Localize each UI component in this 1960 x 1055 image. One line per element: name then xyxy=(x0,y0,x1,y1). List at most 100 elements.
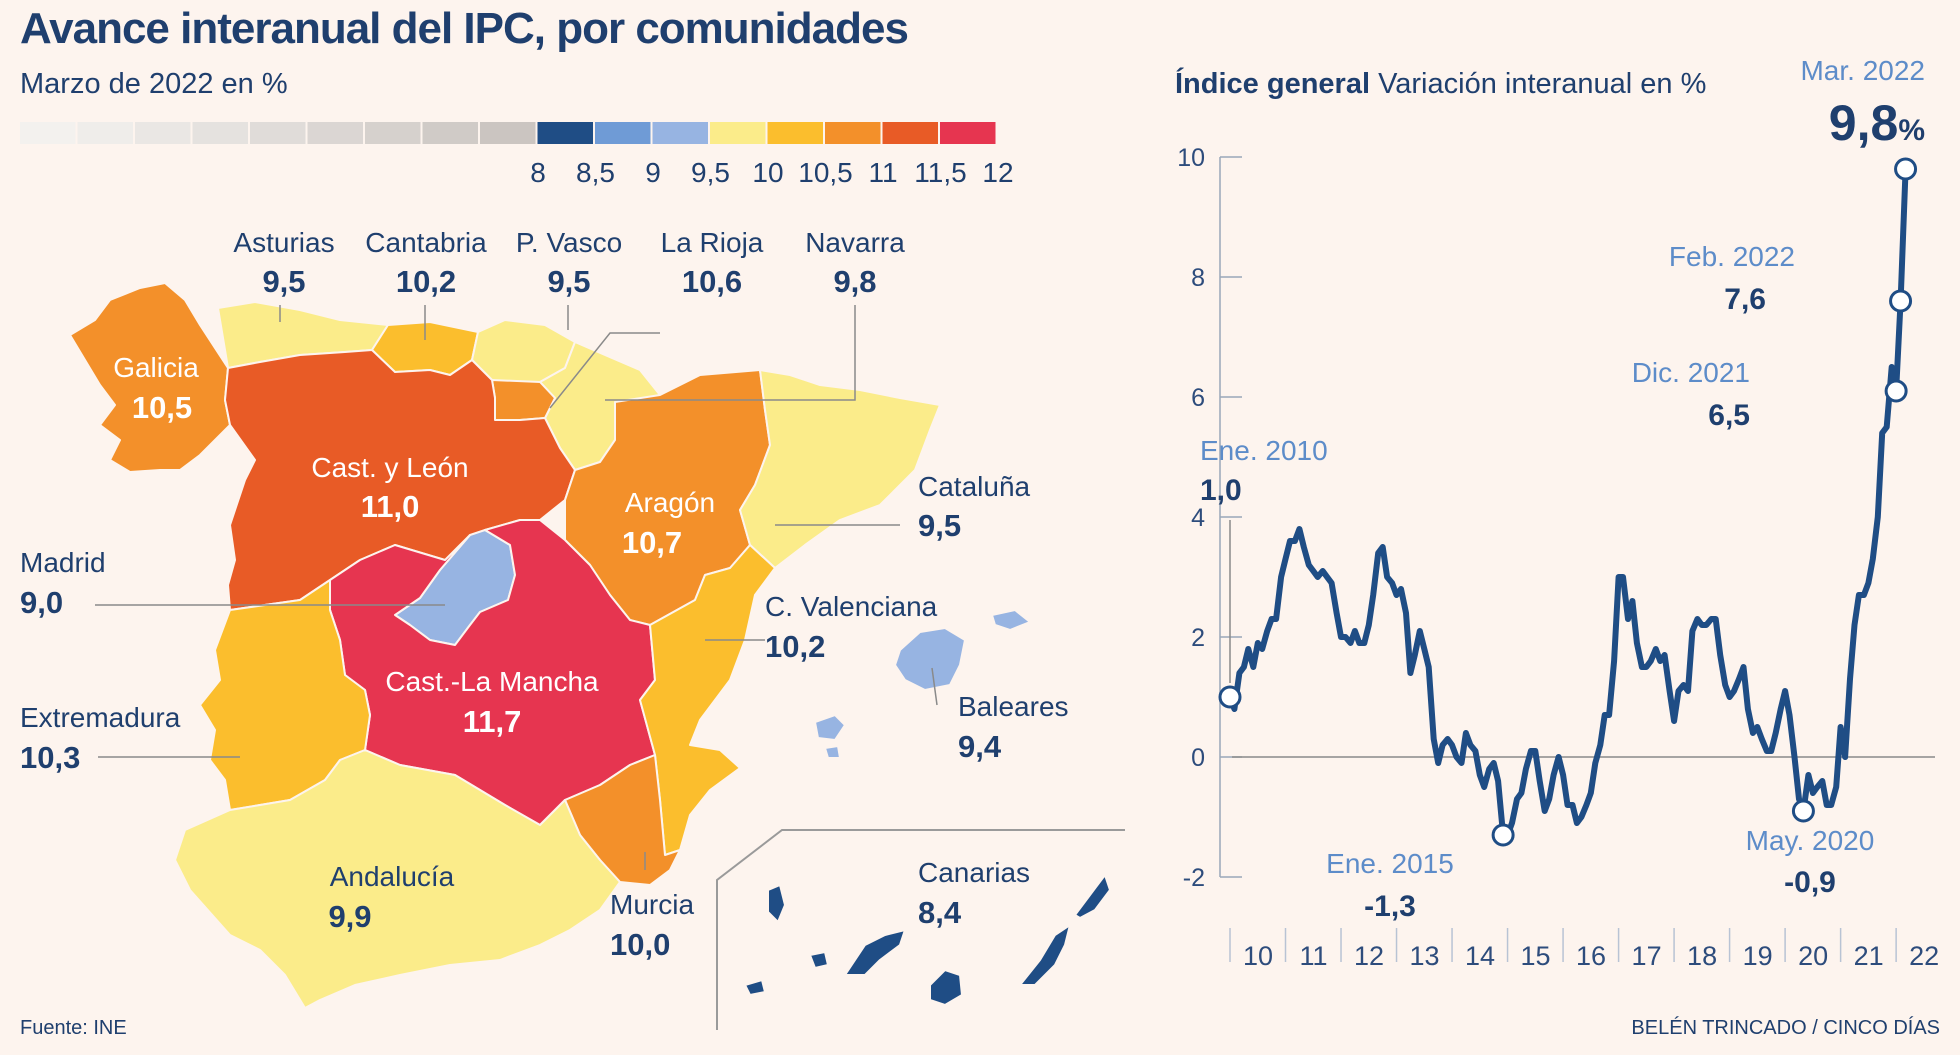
legend-swatch xyxy=(767,122,823,144)
label-canarias-name: Canarias xyxy=(918,857,1030,888)
label-pvasco-name: P. Vasco xyxy=(516,227,622,258)
x-tick-label: 15 xyxy=(1521,941,1551,971)
leader-lines xyxy=(95,305,938,870)
legend-tick-label: 10,5 xyxy=(798,157,853,188)
legend-tick-label: 12 xyxy=(982,157,1013,188)
label-navarra-value: 9,8 xyxy=(833,264,876,299)
label-baleares-value: 9,4 xyxy=(958,729,1002,764)
annotation-date: Mar. 2022 xyxy=(1800,55,1925,86)
region-baleares-ibiza xyxy=(814,714,846,741)
label-castyleon-value: 11,0 xyxy=(361,489,420,524)
label-aragon-value: 10,7 xyxy=(622,525,682,560)
region-canarias-hierro xyxy=(744,979,766,996)
region-baleares-formentera xyxy=(824,745,841,759)
x-tick-label: 11 xyxy=(1299,941,1327,971)
legend-swatch xyxy=(77,122,133,144)
y-tick-label: 2 xyxy=(1191,624,1205,652)
annotation-unit: % xyxy=(1898,114,1925,147)
legend-tick-label: 9,5 xyxy=(691,157,730,188)
y-tick-label: 6 xyxy=(1191,384,1205,412)
annotation-value: 1,0 xyxy=(1200,474,1242,507)
region-canarias-grancanaria xyxy=(929,969,963,1006)
label-asturias-name: Asturias xyxy=(233,227,334,258)
region-canarias-gomera xyxy=(809,951,829,969)
annotation-marker xyxy=(1491,823,1515,847)
label-galicia-name: Galicia xyxy=(113,352,199,383)
legend-tick-label: 8,5 xyxy=(576,157,615,188)
legend-swatch xyxy=(595,122,651,144)
legend-swatch xyxy=(135,122,191,144)
annotation-value: -0,9 xyxy=(1784,866,1836,899)
annotation-date: Ene. 2015 xyxy=(1326,848,1454,879)
legend-swatch xyxy=(20,122,76,144)
legend-scale: 8 8,5 9 9,5 10 10,5 11 11,5 12 xyxy=(20,122,1014,188)
label-murcia-name: Murcia xyxy=(610,889,694,920)
x-tick-label: 22 xyxy=(1909,941,1939,971)
label-aragon-name: Aragón xyxy=(625,487,715,518)
y-tick-label: 0 xyxy=(1191,744,1205,772)
legend-tick-label: 9 xyxy=(645,157,661,188)
y-tick-label: 8 xyxy=(1191,264,1205,292)
annotation-value: 7,6 xyxy=(1724,283,1766,316)
label-cataluna-value: 9,5 xyxy=(918,508,961,543)
label-madrid-name: Madrid xyxy=(20,547,106,578)
x-tick-label: 10 xyxy=(1243,941,1273,971)
annotation-marker xyxy=(1218,685,1242,709)
chart-title-bold: Índice general xyxy=(1175,68,1371,100)
legend-swatch xyxy=(652,122,708,144)
x-tick-label: 19 xyxy=(1743,941,1773,971)
annotation-value: 9,8% xyxy=(1829,95,1925,151)
series-ipc xyxy=(1227,166,1909,838)
chart-title: Índice general Variación interanual en % xyxy=(1175,68,1706,101)
x-tick-label: 21 xyxy=(1854,941,1884,971)
x-tick-label: 16 xyxy=(1576,941,1606,971)
annotation-value: 6,5 xyxy=(1708,399,1750,432)
y-axis: 10 8 6 4 2 0 -2 xyxy=(1177,144,1935,892)
x-tick-label: 14 xyxy=(1465,941,1495,971)
annotation-marker xyxy=(1889,289,1913,313)
x-tick-label: 18 xyxy=(1687,941,1717,971)
region-andalucia xyxy=(174,749,621,1009)
region-castyleon xyxy=(224,349,576,611)
annotation-date: Feb. 2022 xyxy=(1669,241,1795,272)
legend-tick-label: 8 xyxy=(530,157,546,188)
annotation-value: -1,3 xyxy=(1364,890,1416,923)
label-extremadura-value: 10,3 xyxy=(20,740,80,775)
annotation-date: Ene. 2010 xyxy=(1200,435,1328,466)
canarias-frame xyxy=(716,829,1125,1030)
region-galicia xyxy=(69,282,231,473)
legend-swatch xyxy=(365,122,421,144)
label-pvasco-value: 9,5 xyxy=(547,264,590,299)
annotation-marker xyxy=(1884,379,1908,403)
label-asturias-value: 9,5 xyxy=(262,264,305,299)
y-tick-label: 4 xyxy=(1191,504,1205,532)
legend-swatch xyxy=(192,122,248,144)
region-canarias-fuerteventura xyxy=(1019,924,1071,986)
label-cataluna-name: Cataluña xyxy=(918,471,1031,502)
legend-swatch xyxy=(537,122,593,144)
spain-map xyxy=(69,282,1111,1009)
region-canarias-lanzarote xyxy=(1074,874,1111,919)
annotation-date: May. 2020 xyxy=(1746,825,1875,856)
region-baleares-menorca xyxy=(991,609,1031,631)
legend-swatch xyxy=(422,122,478,144)
legend-swatch xyxy=(307,122,363,144)
label-castlamancha-value: 11,7 xyxy=(463,704,522,739)
label-baleares-name: Baleares xyxy=(958,691,1069,722)
label-extremadura-name: Extremadura xyxy=(20,702,181,733)
label-navarra-name: Navarra xyxy=(805,227,905,258)
annotation-marker xyxy=(1894,157,1918,181)
region-canarias-tenerife xyxy=(844,929,906,976)
legend-tick-label: 10 xyxy=(752,157,783,188)
label-andalucia-name: Andalucía xyxy=(330,861,455,892)
legend-swatch xyxy=(940,122,996,144)
label-castlamancha-name: Cast.-La Mancha xyxy=(385,666,599,697)
series-line xyxy=(1227,166,1909,838)
label-madrid-value: 9,0 xyxy=(20,585,63,620)
page-subtitle: Marzo de 2022 en % xyxy=(20,68,288,100)
page-title: Avance interanual del IPC, por comunidad… xyxy=(20,4,909,53)
label-castyleon-name: Cast. y León xyxy=(311,452,468,483)
legend-swatch xyxy=(250,122,306,144)
